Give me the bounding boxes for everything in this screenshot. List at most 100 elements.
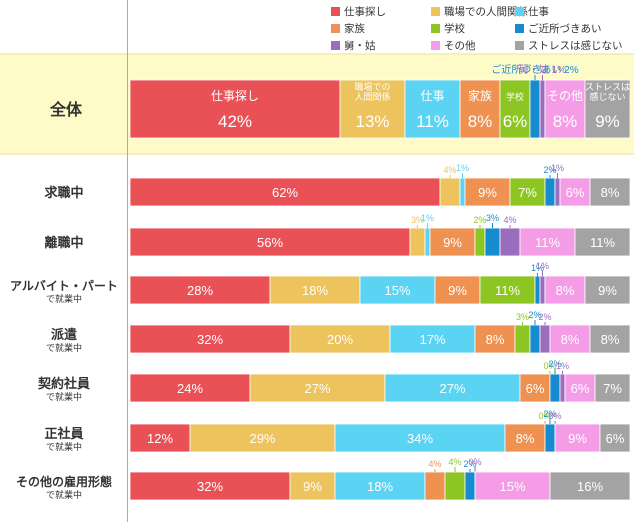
segment-callout-label: 1% (536, 261, 549, 271)
segment-callout-label: 1% (456, 163, 469, 173)
bar-segment-ストレスは感じない (584, 79, 631, 139)
segment-value-label: 29% (249, 431, 275, 446)
legend-label: 舅・姑 (344, 40, 376, 52)
bar-segment-仕事探し (129, 423, 191, 453)
segment-name-label: その他 (547, 89, 583, 103)
bar-segment-ご近所づきあい (544, 177, 556, 207)
segment-callout-label: 2% (548, 359, 561, 369)
bar-segment-家族 (464, 177, 511, 207)
segment-value-label: 8% (553, 112, 578, 131)
legend-swatch (331, 41, 340, 50)
bar-segment-職場での人間関係 (439, 177, 461, 207)
bar-segment-仕事探し (129, 79, 341, 139)
segment-value-label: 6% (606, 431, 625, 446)
segment-name-label: 感じない (589, 91, 625, 102)
segment-value-label: 8% (601, 332, 620, 347)
bar-segment-舅・姑 (539, 275, 546, 305)
bar-segment-家族 (474, 324, 516, 354)
bar-segment-学校 (479, 275, 536, 305)
segment-value-label: 9% (443, 235, 462, 250)
legend-swatch (431, 7, 440, 16)
bar-segment-ストレスは感じない (574, 227, 631, 257)
segment-value-label: 9% (478, 185, 497, 200)
segment-value-label: 9% (303, 479, 322, 494)
segment-name-label: ストレスは (585, 82, 630, 92)
segment-callout-label: 2% (463, 459, 476, 469)
bar-segment-ご近所づきあい (529, 324, 541, 354)
segment-value-label: 13% (355, 112, 389, 131)
bar-segment-その他 (474, 471, 551, 501)
bar-segment-その他 (554, 423, 601, 453)
bar-segment-ご近所づきあい (464, 471, 476, 501)
bar-segment-仕事 (424, 227, 431, 257)
category-sublabel: で就業中 (46, 293, 82, 304)
bar-segment-職場での人間関係 (189, 423, 336, 453)
bar-segment-ストレスは感じない (584, 275, 631, 305)
bar-segment-職場での人間関係 (409, 227, 426, 257)
segment-callout-label: 4% (503, 215, 516, 225)
segment-name-label: 仕事探し (211, 89, 259, 103)
legend-item: 舅・姑 (331, 38, 376, 53)
segment-value-label: 27% (439, 381, 465, 396)
legend-label: ストレスは感じない (528, 40, 623, 52)
legend-item: 職場での人間関係 (431, 4, 528, 19)
legend-swatch (331, 24, 340, 33)
segment-name-label: 職場での (354, 81, 390, 92)
bar-segment-ストレスは感じない (594, 373, 631, 403)
legend-item: その他 (431, 38, 476, 53)
segment-value-label: 11% (590, 235, 615, 250)
bar-segment-ストレスは感じない (589, 324, 631, 354)
legend-item: 家族 (331, 21, 365, 36)
segment-value-label: 16% (577, 479, 603, 494)
category-label: 全体 (49, 100, 83, 119)
category-label: 契約社員 (37, 376, 90, 391)
bar-segment-舅・姑 (559, 373, 566, 403)
bar-segment-その他 (544, 275, 586, 305)
category-sublabel: で就業中 (46, 342, 82, 353)
segment-value-label: 11% (535, 235, 560, 250)
segment-value-label: 7% (603, 381, 622, 396)
bar-segment-その他 (544, 79, 586, 139)
bar-segment-ご近所づきあい (549, 373, 561, 403)
legend-swatch (431, 24, 440, 33)
category-label: 求職中 (44, 185, 83, 200)
legend-swatch (515, 7, 524, 16)
bar-segment-職場での人間関係 (339, 79, 406, 139)
legend-item: 学校 (431, 21, 465, 36)
bar-segment-仕事 (384, 373, 521, 403)
bar-segment-仕事 (359, 275, 436, 305)
bar-segment-学校 (444, 471, 466, 501)
bar-segment-ストレスは感じない (599, 423, 631, 453)
segment-value-label: 8% (516, 431, 535, 446)
segment-value-label: 6% (571, 381, 590, 396)
segment-callout-label: 0% (468, 457, 481, 467)
bar-segment-仕事探し (129, 324, 291, 354)
bar-segment-仕事探し (129, 471, 291, 501)
legend-label: 家族 (344, 23, 365, 35)
segment-value-label: 20% (327, 332, 353, 347)
segment-value-label: 34% (407, 431, 433, 446)
bar-segment-仕事 (334, 423, 506, 453)
bar-segment-学校 (474, 227, 486, 257)
category-sublabel: で就業中 (46, 391, 82, 402)
bar-segment-家族 (459, 79, 501, 139)
bar-segment-ご近所づきあい (529, 79, 541, 139)
category-sublabel: で就業中 (46, 489, 82, 500)
category-label: その他の雇用形態 (16, 474, 112, 489)
legend-swatch (431, 41, 440, 50)
segment-callout-label: 4% (428, 459, 441, 469)
segment-callout-label: 1% (556, 361, 569, 371)
segment-name-label: 人間関係 (354, 92, 390, 102)
bar-segment-舅・姑 (539, 79, 546, 139)
bar-segment-仕事探し (129, 373, 251, 403)
segment-value-label: 6% (566, 185, 585, 200)
segment-value-label: 56% (257, 235, 283, 250)
bar-segment-家族 (424, 471, 446, 501)
legend-item: 仕事 (515, 4, 549, 19)
bar-segment-職場での人間関係 (269, 275, 361, 305)
segment-callout-label: 3% (411, 215, 424, 225)
bar-segment-家族 (429, 227, 476, 257)
bar-segment-舅・姑 (499, 227, 521, 257)
segment-value-label: 8% (486, 332, 505, 347)
bar-segment-その他 (559, 177, 591, 207)
